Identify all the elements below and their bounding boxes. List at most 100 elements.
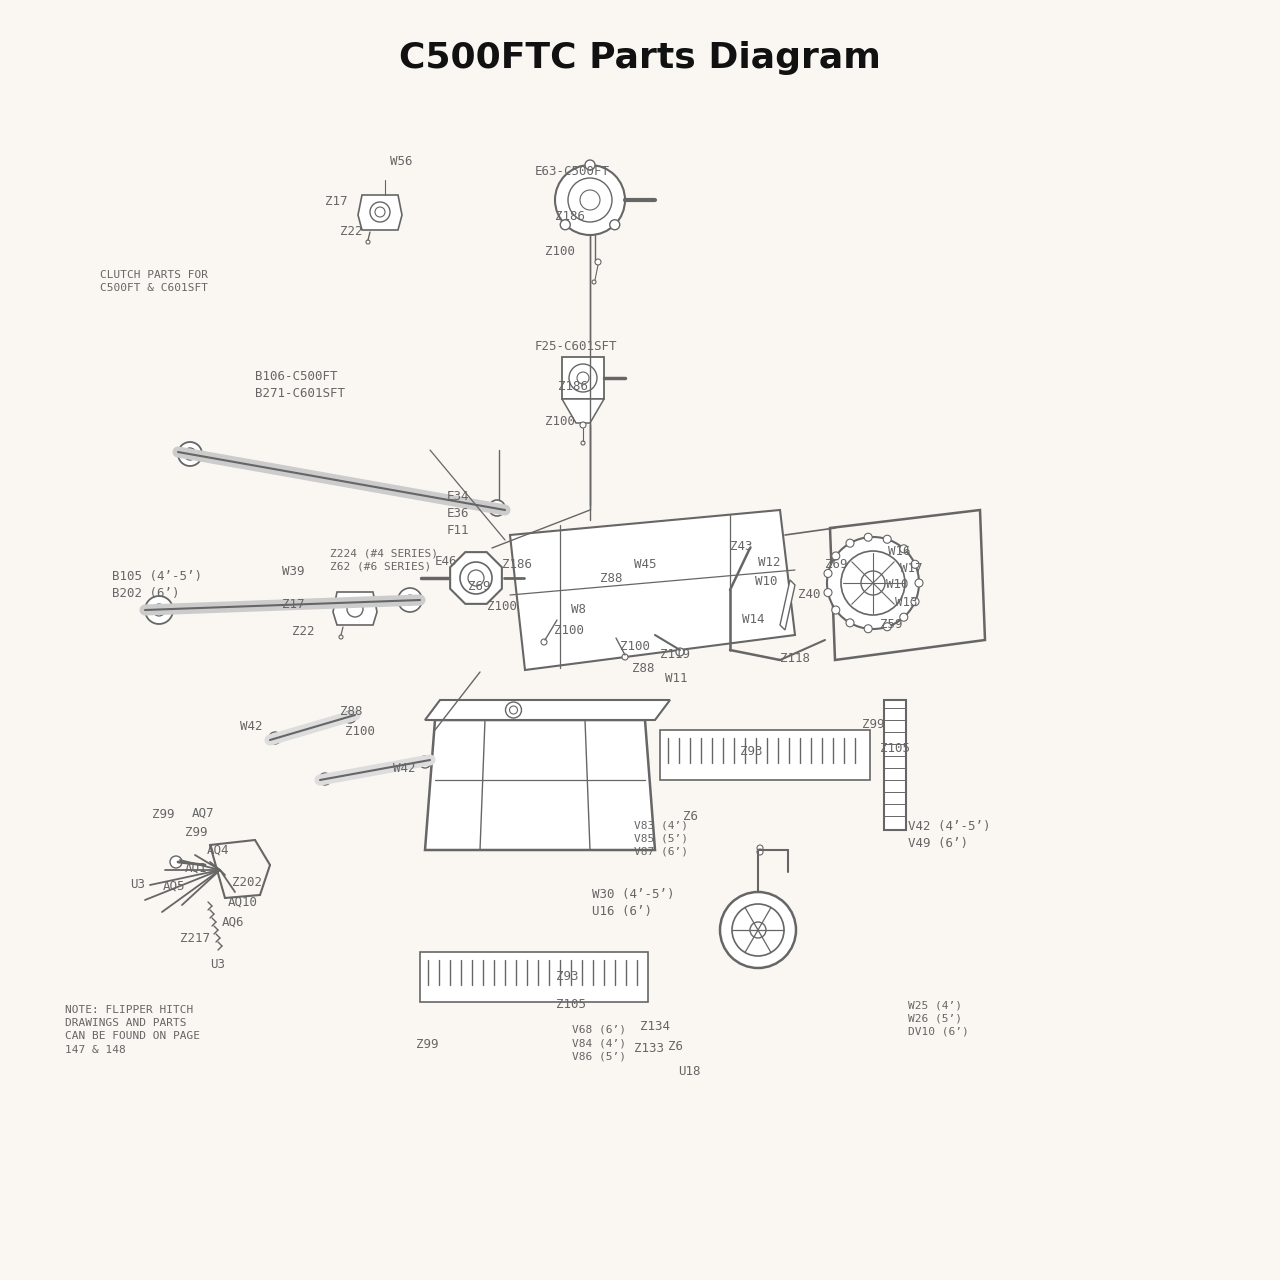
Circle shape: [612, 984, 618, 989]
Text: Z99: Z99: [186, 826, 207, 838]
Circle shape: [824, 570, 832, 577]
Polygon shape: [333, 591, 378, 625]
Text: Z100: Z100: [554, 623, 584, 637]
Circle shape: [719, 892, 796, 968]
Circle shape: [709, 762, 716, 768]
Circle shape: [819, 762, 826, 768]
Text: W14: W14: [742, 613, 764, 626]
Text: NOTE: FLIPPER HITCH
DRAWINGS AND PARTS
CAN BE FOUND ON PAGE
147 & 148: NOTE: FLIPPER HITCH DRAWINGS AND PARTS C…: [65, 1005, 200, 1055]
Text: B106-C500FT
B271-C601SFT: B106-C500FT B271-C601SFT: [255, 370, 346, 399]
Circle shape: [506, 701, 521, 718]
Text: Z133: Z133: [634, 1042, 664, 1055]
Text: E34
E36
F11: E34 E36 F11: [447, 490, 470, 538]
Circle shape: [436, 984, 442, 989]
Text: Z186: Z186: [556, 210, 585, 223]
Text: U18: U18: [678, 1065, 700, 1078]
Text: Z186: Z186: [558, 380, 588, 393]
Circle shape: [774, 762, 781, 768]
Circle shape: [145, 596, 173, 623]
Circle shape: [864, 534, 872, 541]
Circle shape: [579, 984, 585, 989]
Circle shape: [468, 984, 475, 989]
Circle shape: [797, 762, 803, 768]
Circle shape: [609, 220, 620, 229]
Circle shape: [513, 984, 518, 989]
Circle shape: [585, 160, 595, 170]
Text: V68 (6’)
V84 (4’)
V86 (5’): V68 (6’) V84 (4’) V86 (5’): [572, 1025, 626, 1061]
Text: B105 (4’-5’)
B202 (6’): B105 (4’-5’) B202 (6’): [113, 570, 202, 600]
Bar: [420, 952, 648, 1002]
Text: Z99: Z99: [416, 1038, 439, 1051]
Circle shape: [398, 588, 422, 612]
Text: Z88: Z88: [632, 662, 654, 675]
Text: F25-C601SFT: F25-C601SFT: [535, 340, 617, 353]
Circle shape: [419, 756, 431, 768]
Polygon shape: [425, 700, 669, 719]
Text: AQ7: AQ7: [192, 806, 215, 820]
Text: W13: W13: [895, 596, 918, 609]
Polygon shape: [358, 195, 402, 230]
Text: Z93: Z93: [556, 970, 579, 983]
Circle shape: [841, 762, 847, 768]
Text: AQ4: AQ4: [207, 844, 229, 858]
Text: Z69: Z69: [826, 558, 847, 571]
Text: Z6: Z6: [684, 810, 698, 823]
Text: Z40: Z40: [797, 588, 820, 602]
Text: AQ10: AQ10: [228, 896, 259, 909]
Circle shape: [756, 849, 763, 855]
Text: Z105: Z105: [881, 742, 910, 755]
Text: Z22: Z22: [292, 625, 315, 637]
Circle shape: [883, 623, 891, 631]
Text: W42: W42: [241, 719, 262, 733]
Text: W8: W8: [571, 603, 586, 616]
Circle shape: [425, 984, 431, 989]
Circle shape: [829, 762, 836, 768]
Circle shape: [808, 762, 814, 768]
Text: W42: W42: [393, 762, 416, 774]
Text: Z22: Z22: [340, 225, 362, 238]
Circle shape: [580, 422, 586, 428]
Text: Z99: Z99: [861, 718, 884, 731]
Circle shape: [556, 165, 625, 236]
Circle shape: [846, 539, 854, 547]
Text: W45: W45: [634, 558, 657, 571]
Circle shape: [344, 710, 356, 723]
Circle shape: [634, 984, 640, 989]
Text: Z217: Z217: [180, 932, 210, 945]
Text: C500FTC Parts Diagram: C500FTC Parts Diagram: [399, 41, 881, 76]
Text: Z88: Z88: [340, 705, 362, 718]
Circle shape: [756, 845, 763, 851]
Circle shape: [676, 762, 682, 768]
Circle shape: [622, 654, 628, 660]
Circle shape: [524, 984, 530, 989]
Text: Z134: Z134: [640, 1020, 669, 1033]
Circle shape: [595, 259, 602, 265]
Circle shape: [827, 538, 919, 628]
Circle shape: [492, 984, 497, 989]
Text: Z93: Z93: [740, 745, 763, 758]
Circle shape: [883, 535, 891, 543]
Circle shape: [832, 552, 840, 559]
Text: Z43: Z43: [730, 540, 753, 553]
Text: Z100: Z100: [545, 415, 575, 428]
Circle shape: [915, 579, 923, 588]
Circle shape: [458, 984, 465, 989]
Polygon shape: [451, 552, 502, 604]
Polygon shape: [509, 509, 795, 669]
Text: Z99: Z99: [152, 808, 174, 820]
Text: W10: W10: [886, 579, 909, 591]
Text: W16: W16: [888, 545, 910, 558]
Text: Z119: Z119: [660, 648, 690, 660]
Text: CLUTCH PARTS FOR
C500FT & C601SFT: CLUTCH PARTS FOR C500FT & C601SFT: [100, 270, 207, 293]
Circle shape: [170, 856, 182, 868]
Circle shape: [824, 589, 832, 596]
Circle shape: [911, 561, 919, 568]
Circle shape: [602, 984, 607, 989]
Circle shape: [366, 241, 370, 244]
Circle shape: [557, 984, 563, 989]
Circle shape: [269, 732, 282, 744]
Circle shape: [568, 984, 573, 989]
Circle shape: [742, 762, 748, 768]
Text: U3: U3: [210, 957, 225, 972]
Text: AQ1: AQ1: [186, 861, 207, 876]
